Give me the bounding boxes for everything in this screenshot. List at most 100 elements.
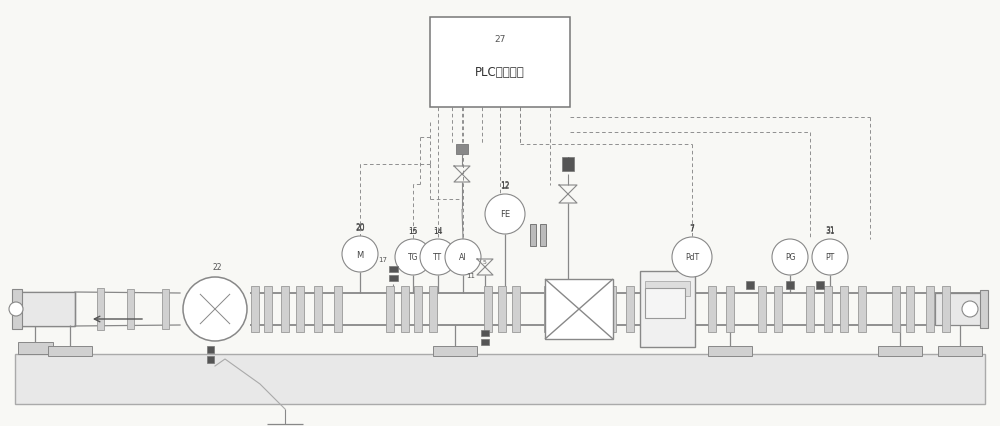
Circle shape	[672, 237, 712, 277]
Bar	[858, 286, 866, 332]
Bar	[414, 286, 422, 332]
Text: 20: 20	[355, 222, 365, 231]
Bar	[561, 286, 569, 332]
Bar	[645, 281, 690, 296]
Circle shape	[420, 239, 456, 275]
Circle shape	[485, 195, 525, 234]
Bar	[545, 279, 613, 339]
Bar	[334, 286, 342, 332]
Bar	[562, 158, 574, 172]
Text: TT: TT	[433, 253, 443, 262]
Circle shape	[342, 236, 378, 272]
Bar	[15, 354, 985, 404]
Bar	[608, 286, 616, 332]
Bar	[264, 286, 272, 332]
Bar	[207, 345, 214, 353]
Bar	[758, 286, 766, 332]
Bar	[774, 286, 782, 332]
Text: 7: 7	[690, 224, 694, 233]
Text: 12: 12	[500, 181, 510, 190]
Bar	[296, 286, 304, 332]
Text: 14: 14	[433, 227, 443, 236]
Bar	[386, 286, 394, 332]
Bar	[389, 266, 398, 272]
Text: M: M	[356, 250, 364, 259]
Text: 15: 15	[409, 228, 417, 234]
Bar	[708, 346, 752, 356]
Bar	[430, 18, 570, 108]
Bar	[18, 342, 53, 354]
Bar	[544, 286, 552, 332]
Text: 27: 27	[494, 35, 506, 44]
Bar	[12, 289, 22, 329]
Bar	[746, 281, 754, 289]
Text: PdT: PdT	[685, 253, 699, 262]
Bar	[456, 145, 468, 155]
Text: 7: 7	[690, 225, 694, 234]
Bar	[281, 286, 289, 332]
Bar	[481, 339, 489, 345]
Text: 22: 22	[212, 263, 222, 272]
Bar	[433, 346, 477, 356]
Bar	[906, 286, 914, 332]
Text: PG: PG	[785, 253, 795, 262]
Text: TG: TG	[408, 253, 418, 262]
Bar	[980, 290, 988, 328]
Text: 20: 20	[355, 224, 365, 233]
Text: FE: FE	[500, 210, 510, 219]
Text: 5: 5	[482, 260, 486, 265]
Text: *: *	[565, 157, 571, 167]
Circle shape	[962, 301, 978, 317]
Bar	[708, 286, 716, 332]
Circle shape	[772, 239, 808, 275]
Bar	[806, 286, 814, 332]
Bar	[878, 346, 922, 356]
Bar	[481, 330, 489, 336]
Bar	[540, 225, 546, 246]
Bar	[626, 286, 634, 332]
Bar	[97, 288, 104, 330]
Bar	[646, 286, 654, 332]
Bar	[892, 286, 900, 332]
Bar	[48, 346, 92, 356]
Text: 12: 12	[500, 182, 510, 191]
Text: PLC控制系统: PLC控制系统	[475, 66, 525, 79]
Circle shape	[812, 239, 848, 275]
Bar	[498, 286, 506, 332]
Circle shape	[395, 239, 431, 275]
Bar	[530, 225, 536, 246]
Bar	[942, 286, 950, 332]
Bar	[935, 294, 985, 325]
Bar	[429, 286, 437, 332]
Bar	[18, 292, 75, 326]
Text: 11: 11	[466, 272, 475, 278]
Bar	[127, 289, 134, 330]
Bar	[162, 289, 169, 329]
Text: 17: 17	[379, 256, 388, 262]
Bar	[938, 346, 982, 356]
Bar	[314, 286, 322, 332]
Bar	[816, 281, 824, 289]
Text: 15: 15	[408, 227, 418, 236]
Bar	[251, 286, 259, 332]
Bar	[207, 356, 214, 363]
Circle shape	[9, 302, 23, 316]
Circle shape	[445, 239, 481, 275]
Text: 31: 31	[825, 227, 835, 236]
Bar	[484, 286, 492, 332]
Circle shape	[183, 277, 247, 341]
Bar	[786, 281, 794, 289]
Bar	[824, 286, 832, 332]
Text: PT: PT	[825, 253, 835, 262]
Bar	[401, 286, 409, 332]
Bar	[926, 286, 934, 332]
Text: 31: 31	[825, 225, 835, 234]
Bar	[645, 288, 685, 318]
Text: 14: 14	[434, 228, 442, 234]
Bar	[512, 286, 520, 332]
Bar	[664, 286, 672, 332]
Bar	[840, 286, 848, 332]
Bar	[640, 271, 695, 347]
Bar	[726, 286, 734, 332]
Bar	[389, 275, 398, 281]
